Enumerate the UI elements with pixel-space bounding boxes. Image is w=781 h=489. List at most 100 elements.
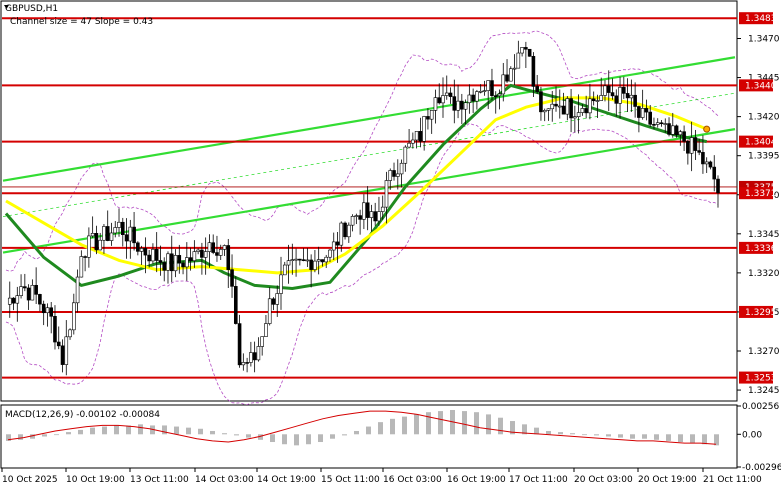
candle-up (128, 226, 133, 242)
candle-up (275, 293, 280, 305)
candle-down (667, 123, 671, 135)
candle-up (196, 249, 200, 252)
candle-up (576, 112, 581, 117)
y-tick-label: 1.3470 (748, 35, 780, 45)
candle-down (535, 86, 539, 92)
candle-down (41, 303, 46, 314)
candle-up (411, 139, 415, 144)
macd-bar (510, 421, 515, 435)
candle-up (339, 222, 344, 246)
candle-down (233, 286, 238, 324)
candle-down (584, 108, 588, 114)
candle-up (222, 245, 227, 250)
candle-up (663, 123, 668, 125)
macd-bar (30, 434, 35, 439)
candle-up (520, 47, 524, 54)
macd-bar (654, 434, 659, 440)
y-tick-label: 1.3345 (748, 230, 780, 240)
macd-bar (522, 424, 527, 435)
candle-up (501, 74, 506, 95)
candle-down (343, 222, 347, 238)
candle-down (527, 48, 532, 57)
candle-up (542, 110, 547, 113)
macd-bar (378, 422, 383, 435)
candle-up (704, 161, 709, 165)
candle-up (316, 259, 321, 262)
channel-info: Channel size = 47 Slope = 0.43 (10, 17, 153, 27)
candle-up (486, 80, 491, 91)
macd-bar (138, 424, 143, 435)
candle-up (475, 91, 479, 102)
candle-down (335, 241, 340, 246)
x-tick-label: 20 Oct 03:00 (574, 475, 633, 485)
candle-down (11, 297, 16, 304)
candle-up (102, 226, 106, 241)
candle-down (169, 253, 174, 272)
moving-averages (4, 83, 711, 290)
main-plot-frame (0, 0, 738, 402)
candle-up (429, 110, 434, 120)
y-tick-label: 1.3320 (748, 269, 780, 279)
level-tag-bg (739, 187, 773, 200)
candle-up (414, 131, 419, 141)
macd-bar (426, 412, 431, 435)
bollinger-lower (5, 122, 719, 406)
candle-up (655, 122, 660, 125)
candle-down (622, 86, 626, 94)
candle-up (15, 295, 20, 304)
candle-down (252, 352, 257, 361)
candle-down (539, 91, 543, 113)
macd-bar (630, 434, 635, 439)
candle-down (652, 124, 656, 126)
candle-down (298, 258, 302, 261)
candle-down (682, 131, 686, 142)
candle-up (64, 336, 69, 365)
x-tick-label: 10 Oct 19:00 (66, 475, 125, 485)
macd-bar (90, 427, 95, 435)
candle-up (90, 232, 95, 237)
candle-down (358, 215, 362, 220)
y-tick-label: 1.3270 (748, 347, 780, 357)
candle-up (207, 242, 212, 252)
candle-down (614, 95, 619, 104)
candle-up (173, 255, 178, 272)
candle-down (56, 341, 61, 347)
level-tag-bg (739, 135, 773, 148)
candle-down (644, 108, 649, 113)
candle-down (561, 105, 566, 115)
macd-tick-label: 0.00 (742, 430, 762, 440)
level-lines (2, 17, 737, 379)
x-tick-label: 17 Oct 11:00 (509, 475, 568, 485)
candle-up (328, 249, 332, 258)
candle-down (53, 316, 57, 343)
candle-down (154, 249, 159, 261)
candle-up (550, 103, 555, 110)
candle-down (60, 345, 65, 365)
candle-up (241, 362, 246, 366)
candle-up (313, 260, 317, 270)
candle-down (625, 93, 630, 99)
macd-bar (438, 411, 443, 435)
macd-bar (414, 414, 419, 435)
candle-up (354, 215, 359, 217)
chart-dropdown-icon[interactable] (4, 5, 9, 9)
macd-bar (606, 434, 611, 437)
candle-up (113, 227, 118, 234)
macd-bar (54, 434, 59, 436)
y-tick-label: 1.3245 (748, 386, 780, 396)
candle-up (19, 286, 23, 296)
macd-bar (306, 434, 311, 445)
level-tag-bg (739, 12, 773, 25)
candle-down (693, 137, 698, 151)
candle-down (569, 98, 573, 119)
level-tag-bg (739, 305, 773, 318)
macd-bar (126, 425, 131, 435)
macd-bar (342, 434, 347, 436)
candle-down (708, 161, 713, 168)
y-tick-label: 1.3395 (748, 152, 780, 162)
candle-down (448, 92, 453, 97)
ma-slow-line (5, 96, 708, 275)
candle-up (267, 298, 272, 324)
candle-up (456, 100, 460, 111)
x-tick-label: 16 Oct 19:00 (447, 475, 506, 485)
